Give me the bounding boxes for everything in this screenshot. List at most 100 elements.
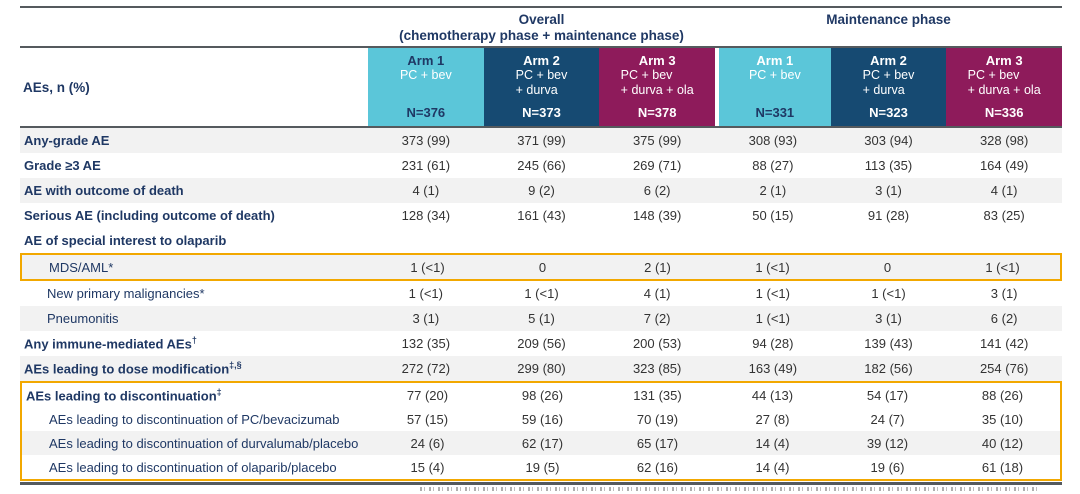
arm-regimen: PC + bev + durva + ola [620, 68, 694, 97]
value-cell: 40 (12) [981, 435, 1024, 451]
table-row: Grade ≥3 AE 231 (61) 245 (66) 269 (71) 88 (2… [20, 153, 1062, 178]
value-cell: 113 (35) [864, 158, 913, 173]
table-row: AEs leading to discontinuation of olapar… [22, 455, 1060, 479]
value-cell: 19 (5) [525, 459, 560, 475]
arm-regimen: PC + bev + durva [862, 68, 915, 97]
value-cell: 62 (17) [521, 435, 564, 451]
arm-n-count: N=331 [755, 105, 795, 120]
row-label: Grade ≥3 AE [24, 158, 101, 173]
value-cell: 50 (15) [752, 208, 794, 223]
arm-n-count: N=373 [522, 105, 561, 120]
value-cell: 0 [538, 259, 547, 275]
value-cell: 4 (1) [990, 183, 1018, 198]
value-cell: 1 (<1) [524, 286, 559, 301]
value-cell: 70 (19) [636, 411, 679, 427]
value-cell: 303 (94) [864, 133, 913, 148]
table-row: New primary malignancies* 1 (<1) 1 (<1) 4 (… [20, 281, 1062, 306]
value-cell: 164 (49) [979, 158, 1029, 173]
value-cell: 4 (1) [412, 183, 440, 198]
table-row: AE of special interest to olaparib [20, 228, 1062, 253]
value-cell: 88 (27) [752, 158, 794, 173]
value-cell: 3 (1) [875, 311, 902, 326]
arm-header-cell-6: Arm 3 PC + bev + durva + ola N=336 [946, 48, 1062, 126]
table-row: AEs leading to discontinuation of durval… [22, 431, 1060, 455]
row-label: AE of special interest to olaparib [24, 233, 227, 248]
arm-header-cell-5: Arm 2 PC + bev + durva N=323 [830, 48, 947, 126]
value-cell: 299 (80) [517, 361, 566, 376]
table-row: AEs leading to dose modification‡,§ 272 (… [20, 356, 1062, 381]
highlight-box-disc: AEs leading to discontinuation‡ 77 (20) 98… [20, 381, 1062, 481]
arm-header-row: AEs, n (%) Arm 1 PC + bev N=376 Arm 2 PC + b… [20, 48, 1062, 126]
arm-n-count: N=376 [406, 105, 446, 120]
value-cell: 139 (43) [864, 336, 913, 351]
arm-regimen: PC + bev + durva + ola [967, 68, 1041, 97]
row-label: AE with outcome of death [24, 183, 184, 198]
value-cell: 27 (8) [755, 411, 790, 427]
value-cell: 182 (56) [864, 361, 913, 376]
row-label: Serious AE (including outcome of death) [24, 208, 275, 223]
row-label: AEs leading to discontinuation of PC/bev… [49, 411, 340, 427]
value-cell: 272 (72) [401, 361, 451, 376]
arm-header-cell-2: Arm 2 PC + bev + durva N=373 [483, 48, 600, 126]
value-cell: 57 (15) [406, 411, 449, 427]
mid-rule [20, 126, 1062, 128]
value-cell: 15 (4) [410, 459, 445, 475]
clipped-footnote-text [420, 487, 1040, 491]
top-rule [20, 6, 1062, 8]
value-cell: 128 (34) [401, 208, 451, 223]
value-cell: 328 (98) [979, 133, 1029, 148]
value-cell: 14 (4) [755, 459, 790, 475]
row-label: Pneumonitis [47, 311, 119, 326]
bottom-rule [20, 482, 1062, 485]
value-cell: 83 (25) [983, 208, 1025, 223]
arm-regimen: PC + bev [399, 68, 452, 82]
row-label: AEs leading to discontinuation‡ [26, 386, 222, 404]
value-cell: 1 (<1) [755, 259, 790, 275]
value-cell: 1 (<1) [755, 286, 790, 301]
table-row: AEs leading to discontinuation‡ 77 (20) 98… [22, 383, 1060, 407]
value-cell: 88 (26) [981, 387, 1024, 403]
value-cell: 19 (6) [870, 459, 905, 475]
value-cell: 209 (56) [517, 336, 566, 351]
arm-name: Arm 1 [756, 53, 794, 68]
value-cell: 77 (20) [406, 387, 449, 403]
arm-name: Arm 3 [985, 53, 1023, 68]
row-label: AEs leading to discontinuation of durval… [49, 435, 359, 451]
value-cell: 163 (49) [748, 361, 798, 376]
phase-header-row: Overall (chemotherapy phase + maintenanc… [20, 8, 1062, 46]
value-cell: 54 (17) [866, 387, 909, 403]
phase-title: Overall [518, 12, 565, 27]
table-row: AEs leading to discontinuation of PC/bev… [22, 407, 1060, 431]
value-cell: 2 (1) [644, 259, 671, 275]
arm-regimen: PC + bev + durva [515, 68, 568, 97]
value-cell: 94 (28) [752, 336, 794, 351]
arm-name: Arm 3 [638, 53, 676, 68]
value-cell: 375 (99) [632, 133, 682, 148]
arm-n-count: N=336 [984, 105, 1024, 120]
row-label: Any-grade AE [24, 133, 110, 148]
highlight-box-mds: MDS/AML* 1 (<1) 0 2 (1) 1 (<1) 0 1 (<1) [20, 253, 1062, 281]
value-cell: 14 (4) [755, 435, 790, 451]
value-cell: 24 (7) [870, 411, 905, 427]
table-row: Pneumonitis 3 (1) 5 (1) 7 (2) 1 (<1) 3 (1) 6 (… [20, 306, 1062, 331]
value-cell: 62 (16) [636, 459, 679, 475]
value-cell: 269 (71) [632, 158, 682, 173]
arm-header-cell-1: Arm 1 PC + bev N=376 [368, 48, 484, 126]
arm-n-count: N=378 [637, 105, 677, 120]
arm-name: Arm 2 [870, 53, 907, 68]
value-cell: 6 (2) [990, 311, 1018, 326]
arm-regimen: PC + bev [748, 68, 801, 82]
value-cell: 61 (18) [981, 459, 1024, 475]
value-cell: 161 (43) [517, 208, 566, 223]
value-cell: 3 (1) [990, 286, 1018, 301]
value-cell: 373 (99) [401, 133, 451, 148]
value-cell: 35 (10) [981, 411, 1024, 427]
table-body: Any-grade AE 373 (99) 371 (99) 375 (99) 308 … [20, 128, 1062, 481]
value-cell: 65 (17) [636, 435, 679, 451]
value-cell: 3 (1) [875, 183, 902, 198]
phase-subtitle: (chemotherapy phase + maintenance phase) [399, 28, 684, 43]
table-row: Any-grade AE 373 (99) 371 (99) 375 (99) 308 … [20, 128, 1062, 153]
value-cell: 231 (61) [401, 158, 451, 173]
value-cell: 44 (13) [751, 387, 794, 403]
row-label: AEs leading to discontinuation of olapar… [49, 459, 337, 475]
